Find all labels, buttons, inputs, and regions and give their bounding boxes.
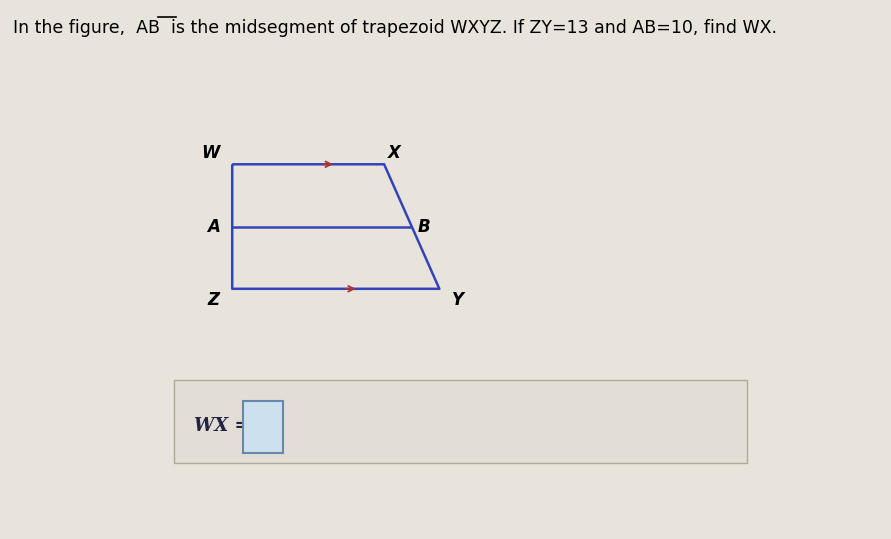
- Text: WX =: WX =: [194, 417, 256, 435]
- Text: X: X: [388, 144, 400, 162]
- Text: A: A: [207, 218, 220, 236]
- Text: B: B: [417, 218, 429, 236]
- Text: In the figure,  AB  is the midsegment of trapezoid WXYZ. If ZY=13 and AB=10, fin: In the figure, AB is the midsegment of t…: [13, 19, 777, 37]
- Text: Z: Z: [208, 291, 220, 309]
- Text: W: W: [201, 144, 220, 162]
- FancyBboxPatch shape: [174, 380, 747, 463]
- Text: Y: Y: [452, 291, 464, 309]
- FancyBboxPatch shape: [242, 401, 282, 453]
